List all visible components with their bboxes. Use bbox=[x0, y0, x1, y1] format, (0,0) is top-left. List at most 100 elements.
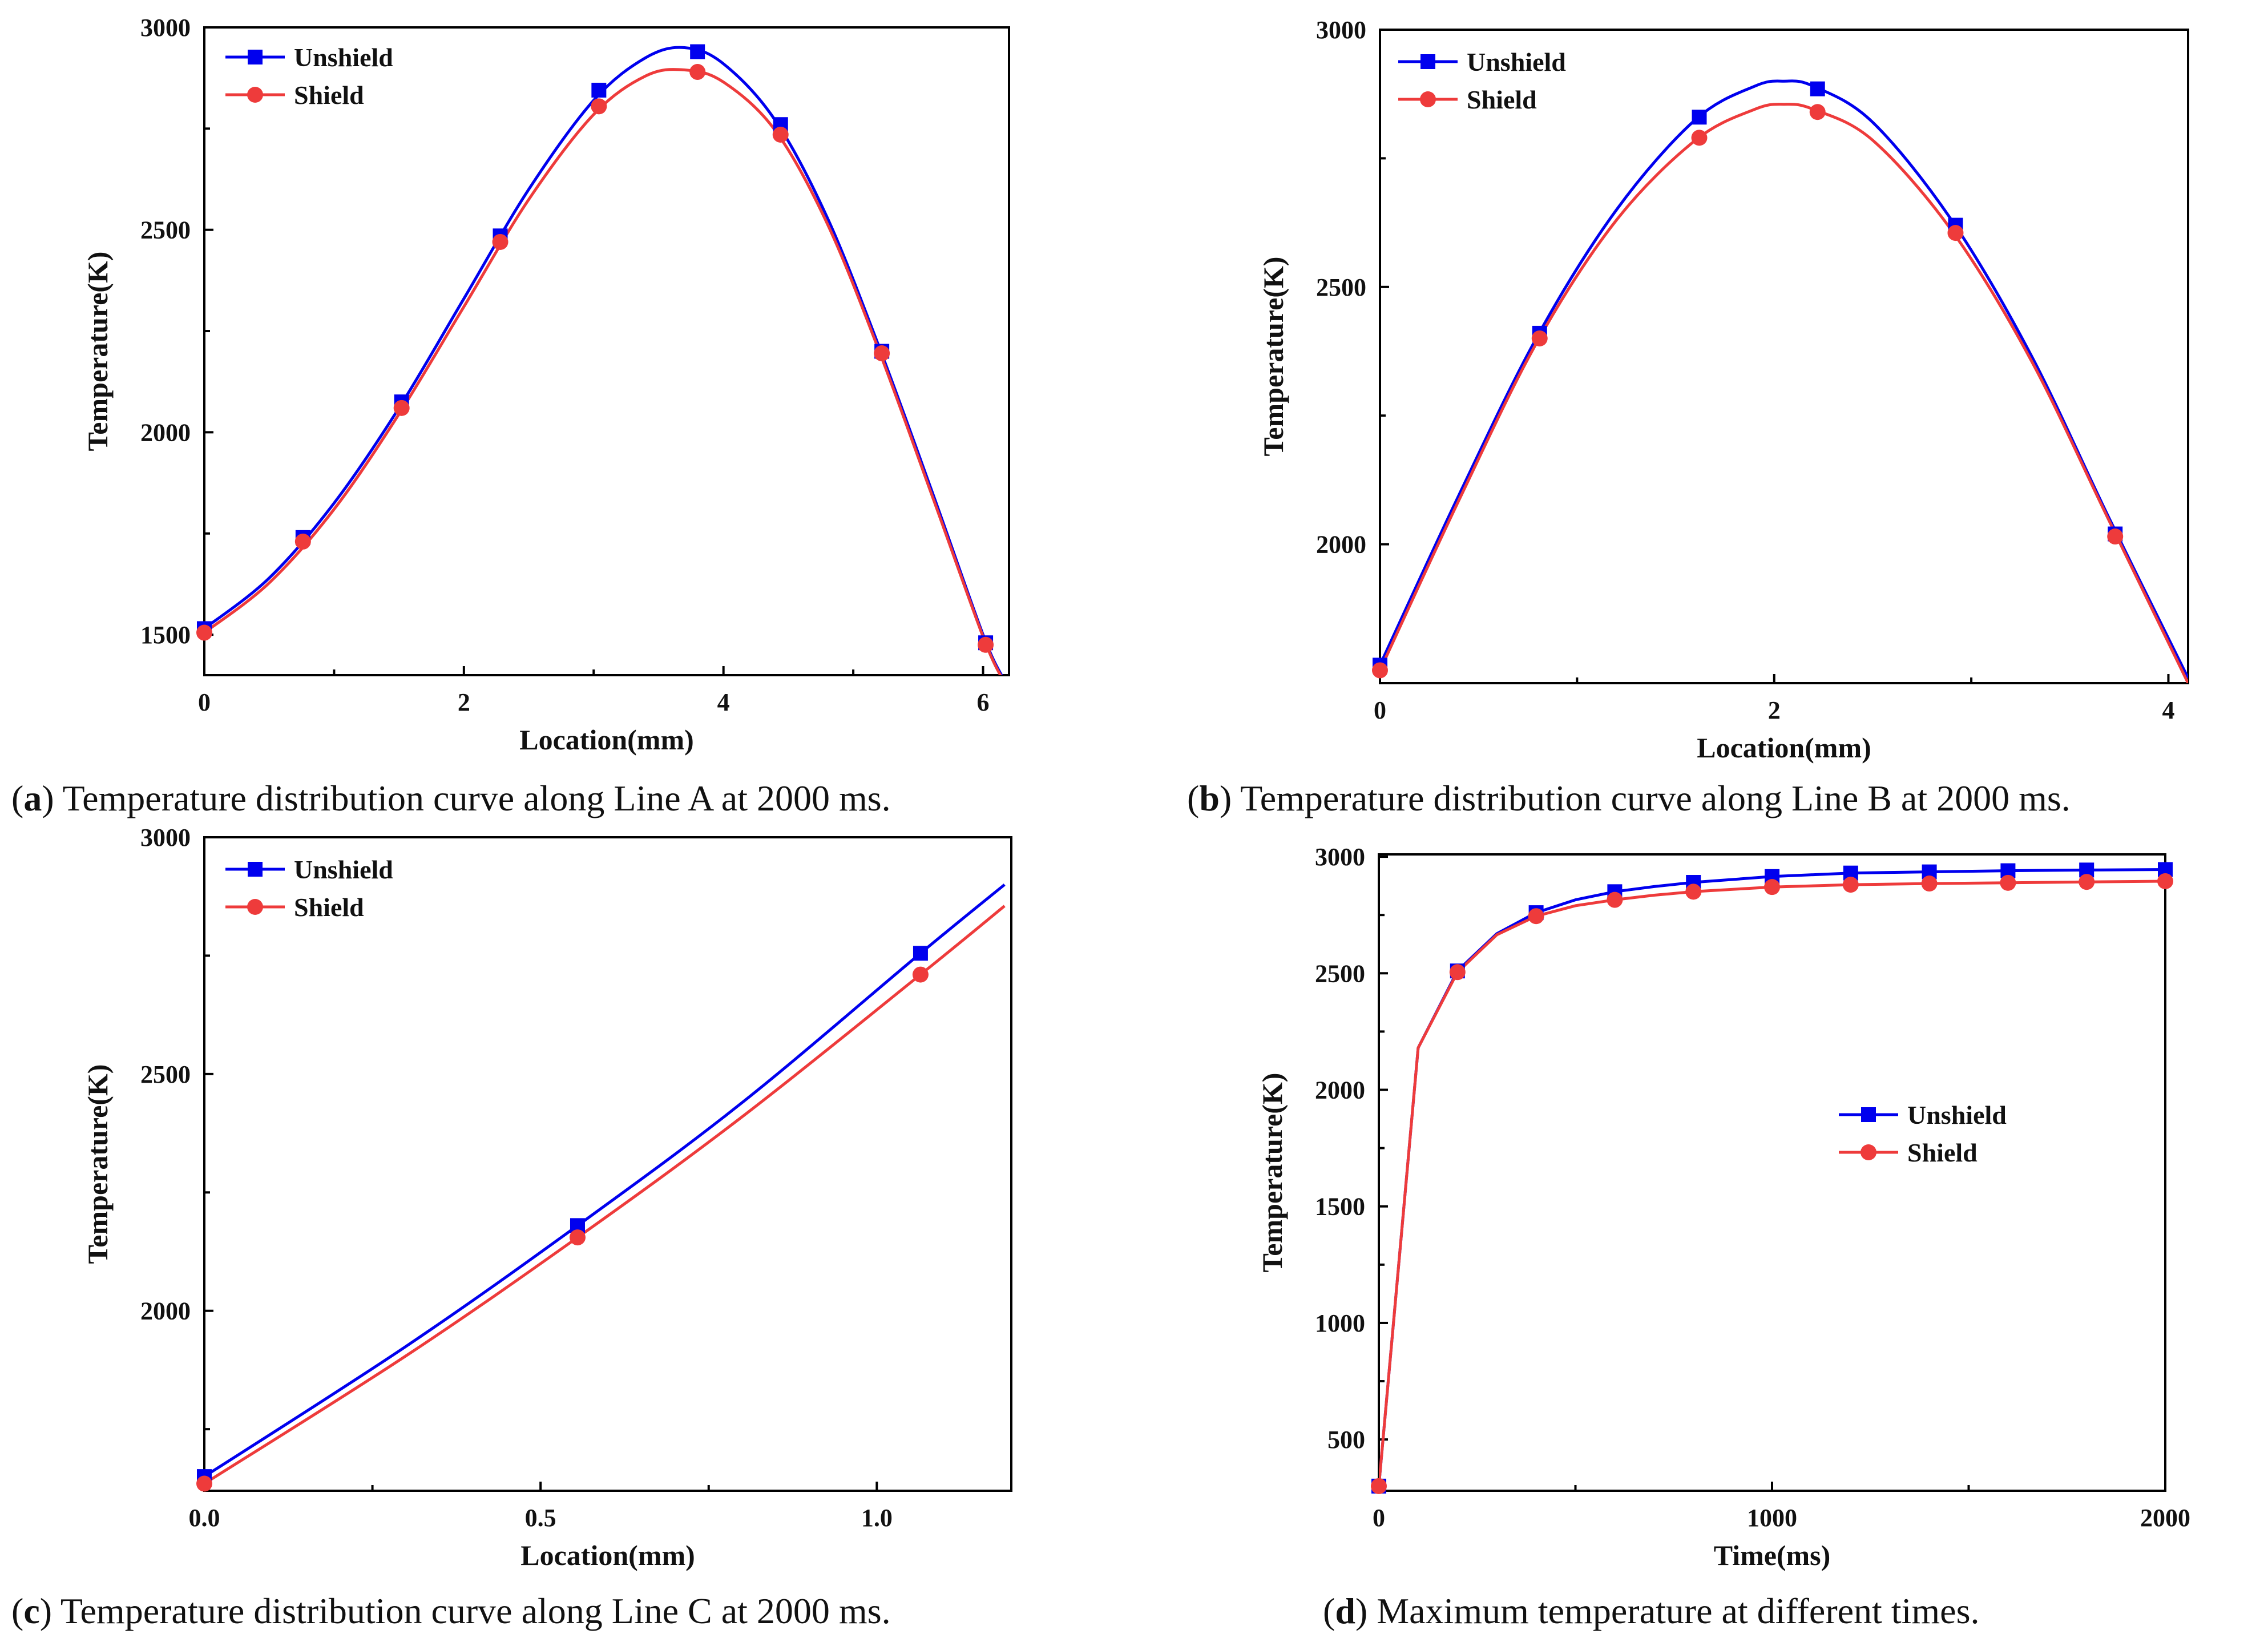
plot-frame bbox=[203, 26, 1010, 676]
y-tick-label: 3000 bbox=[1316, 16, 1366, 44]
caption: (b) Temperature distribution curve along… bbox=[1187, 778, 2071, 818]
y-tick-label: 2000 bbox=[140, 418, 191, 446]
chart-d: 0 1000 2000 500 1000 1500 2000 2500 3000 Time(ms)… bbox=[1256, 843, 2190, 1631]
y-tick-label: 2000 bbox=[1316, 531, 1366, 559]
data-point-shield bbox=[1528, 908, 1544, 925]
data-point-shield bbox=[2157, 873, 2173, 889]
y-tick-label: 1500 bbox=[1315, 1193, 1365, 1221]
y-axis-label: Temperature(K) bbox=[82, 1064, 114, 1264]
y-tick-label: 2500 bbox=[1316, 273, 1366, 301]
x-tick-label: 0 bbox=[1373, 1504, 1385, 1532]
legend: Unshield Shield bbox=[1839, 1100, 2007, 1167]
caption-paren-close: ) bbox=[42, 778, 62, 818]
caption-paren-close: ) bbox=[1220, 778, 1240, 818]
legend-marker-square bbox=[248, 862, 263, 877]
data-point-shield bbox=[1372, 662, 1388, 679]
y-tick-label: 1500 bbox=[140, 621, 191, 649]
caption-paren-open: ( bbox=[1187, 778, 1199, 818]
series-line-shield bbox=[204, 905, 1006, 1485]
data-point-shield bbox=[772, 126, 789, 143]
x-tick-label: 0.0 bbox=[189, 1504, 220, 1532]
x-tick-label: 4 bbox=[2162, 696, 2174, 724]
legend-label-shield: Shield bbox=[1907, 1138, 1978, 1167]
y-tick-label: 2500 bbox=[1315, 959, 1365, 987]
y-axis-label: Temperature(K) bbox=[82, 252, 114, 451]
y-tick-label: 2000 bbox=[140, 1297, 191, 1325]
data-point-shield bbox=[1947, 225, 1964, 241]
y-tick-label: 3000 bbox=[140, 824, 191, 852]
x-tick-label: 2 bbox=[1768, 696, 1781, 724]
data-point-shield bbox=[1371, 1478, 1387, 1494]
chart-c: 0.0 0.5 1.0 2000 2500 3000 Location(mm) Tempera… bbox=[11, 824, 1012, 1631]
caption: (a) Temperature distribution curve along… bbox=[11, 778, 891, 818]
caption-text: Temperature distribution curve along Lin… bbox=[60, 1591, 891, 1631]
x-tick-label: 4 bbox=[717, 688, 730, 716]
caption-letter: b bbox=[1199, 778, 1220, 818]
legend-marker-circle bbox=[247, 899, 263, 915]
legend: Unshield Shield bbox=[225, 43, 393, 110]
data-point-shield bbox=[569, 1229, 586, 1246]
caption-paren-close: ) bbox=[1355, 1591, 1377, 1631]
caption-paren-open: ( bbox=[11, 1591, 23, 1631]
x-tick-label: 0 bbox=[198, 688, 211, 716]
y-tick-label: 2500 bbox=[140, 216, 191, 244]
plot-frame bbox=[1379, 29, 2189, 684]
data-point-shield bbox=[912, 966, 929, 983]
legend-marker-square bbox=[1861, 1107, 1876, 1122]
legend: Unshield Shield bbox=[225, 855, 393, 922]
data-point-shield bbox=[196, 1475, 212, 1492]
caption-paren-open: ( bbox=[11, 778, 23, 818]
data-point-shield bbox=[1691, 130, 1708, 146]
caption-paren-close: ) bbox=[40, 1591, 60, 1631]
x-axis-label: Location(mm) bbox=[519, 724, 694, 756]
caption-letter: a bbox=[23, 778, 42, 818]
legend-label-unshield: Unshield bbox=[294, 855, 393, 884]
data-point-unshield bbox=[690, 44, 705, 59]
y-tick-label: 500 bbox=[1327, 1426, 1365, 1454]
data-point-shield bbox=[1842, 877, 1859, 893]
legend-label-unshield: Unshield bbox=[1907, 1100, 2007, 1129]
data-point-shield bbox=[591, 98, 607, 115]
caption-letter: c bbox=[23, 1591, 39, 1631]
data-point-shield bbox=[1809, 104, 1826, 120]
series-line-shield bbox=[1380, 103, 2188, 683]
legend-label-shield: Shield bbox=[294, 893, 364, 922]
legend-marker-circle bbox=[247, 87, 263, 103]
data-point-shield bbox=[2000, 874, 2016, 891]
x-tick-label: 0.5 bbox=[525, 1504, 556, 1532]
y-tick-label: 3000 bbox=[140, 14, 191, 42]
series-line-unshield bbox=[1379, 868, 2165, 1487]
data-point-shield bbox=[978, 636, 994, 653]
data-point-unshield bbox=[1810, 81, 1825, 96]
caption-text: Maximum temperature at different times. bbox=[1377, 1591, 1979, 1631]
x-tick-label: 0 bbox=[1374, 696, 1386, 724]
data-point-shield bbox=[689, 64, 706, 80]
data-point-shield bbox=[2079, 874, 2095, 890]
legend-marker-square bbox=[248, 50, 263, 64]
caption-text: Temperature distribution curve along Lin… bbox=[1240, 778, 2071, 818]
x-tick-label: 1.0 bbox=[861, 1504, 893, 1532]
y-tick-label: 2500 bbox=[140, 1060, 191, 1088]
legend-marker-square bbox=[1420, 54, 1435, 69]
data-point-shield bbox=[1921, 876, 1938, 892]
data-point-unshield bbox=[913, 946, 928, 961]
legend-label-unshield: Unshield bbox=[1467, 47, 1566, 76]
data-point-shield bbox=[492, 233, 509, 250]
series-line-shield bbox=[204, 68, 1002, 675]
legend-label-shield: Shield bbox=[1467, 85, 1537, 114]
x-tick-label: 2000 bbox=[2140, 1504, 2190, 1532]
series-line-shield bbox=[1379, 880, 2165, 1487]
plot-frame bbox=[1378, 853, 2166, 1492]
x-axis-label: Location(mm) bbox=[1697, 732, 1871, 764]
x-axis-label: Location(mm) bbox=[520, 1539, 695, 1571]
y-tick-label: 1000 bbox=[1315, 1309, 1365, 1337]
chart-a: 0 2 4 6 1500 2000 2500 3000 Location(mm) Temperat… bbox=[11, 14, 1010, 818]
plot-area bbox=[204, 46, 1003, 675]
plot-frame bbox=[203, 836, 1012, 1492]
series-line-unshield bbox=[204, 883, 1006, 1478]
y-axis-label: Temperature(K) bbox=[1257, 257, 1289, 457]
legend-marker-circle bbox=[1861, 1144, 1876, 1160]
y-tick-label: 3000 bbox=[1315, 843, 1365, 871]
plot-area bbox=[1380, 79, 2188, 683]
